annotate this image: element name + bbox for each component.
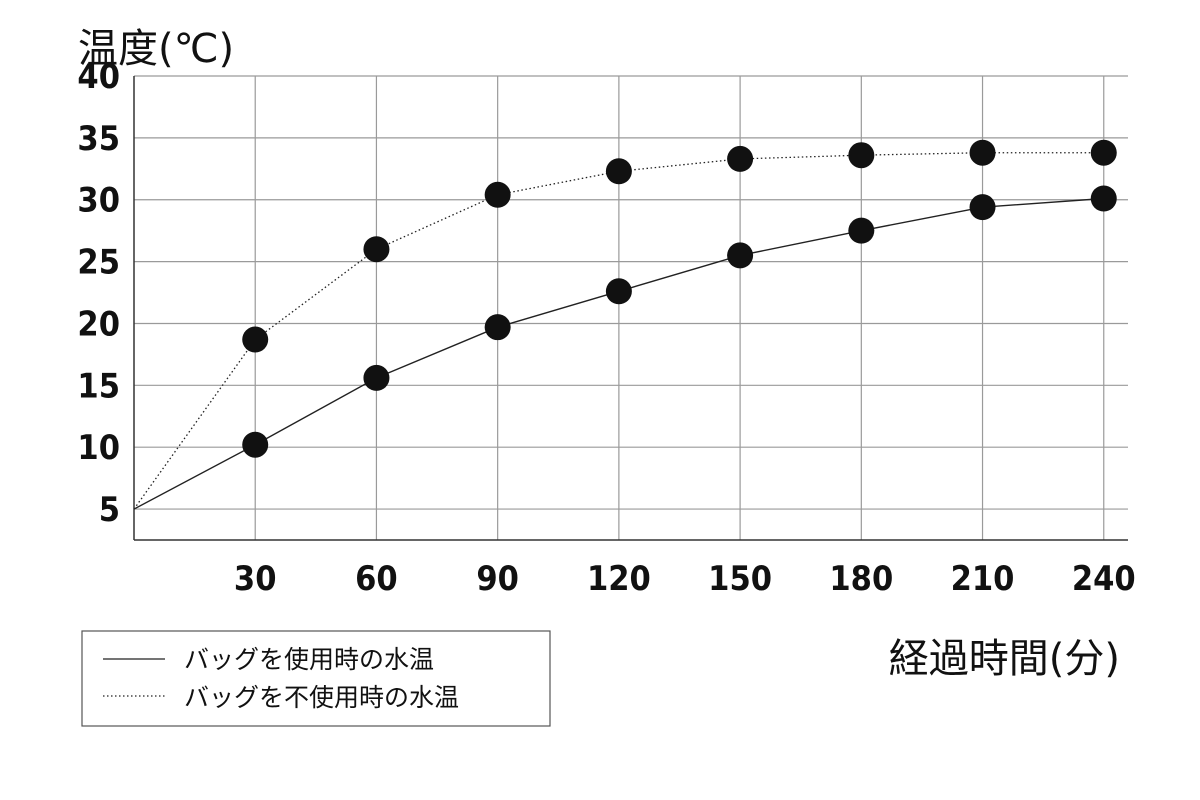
legend-label-with-bag: バッグを使用時の水温 bbox=[184, 645, 434, 674]
data-point-with-bag bbox=[1090, 185, 1117, 212]
y-axis-label: 温度(℃) bbox=[78, 26, 234, 72]
x-tick-label: 120 bbox=[587, 559, 651, 599]
x-tick-labels: 30 60 90 120 150 180 210 240 bbox=[234, 559, 1136, 599]
data-point-with-bag bbox=[363, 364, 390, 391]
y-tick-label: 30 bbox=[77, 181, 120, 221]
data-point-with-bag bbox=[484, 314, 511, 341]
legend: バッグを使用時の水温 バッグを不使用時の水温 bbox=[81, 630, 551, 727]
y-tick-label: 20 bbox=[77, 304, 120, 344]
data-point-without-bag bbox=[363, 236, 390, 263]
data-point-without-bag bbox=[969, 139, 996, 166]
x-tick-label: 240 bbox=[1072, 559, 1136, 599]
data-point-with-bag bbox=[969, 194, 996, 221]
data-point-with-bag bbox=[605, 278, 632, 305]
data-point-with-bag bbox=[242, 431, 269, 458]
data-point-without-bag bbox=[242, 326, 269, 353]
x-tick-label: 210 bbox=[951, 559, 1015, 599]
x-tick-label: 90 bbox=[476, 559, 519, 599]
data-point-without-bag bbox=[727, 145, 754, 172]
data-point-with-bag bbox=[848, 217, 875, 244]
x-tick-label: 30 bbox=[234, 559, 277, 599]
x-tick-label: 150 bbox=[708, 559, 772, 599]
axes bbox=[133, 76, 1128, 541]
y-tick-label: 40 bbox=[77, 57, 120, 97]
series bbox=[133, 139, 1117, 510]
x-tick-label: 60 bbox=[355, 559, 398, 599]
y-tick-label: 15 bbox=[77, 366, 120, 406]
legend-label-without-bag: バッグを不使用時の水温 bbox=[184, 683, 459, 712]
y-tick-label: 25 bbox=[77, 243, 120, 283]
data-point-without-bag bbox=[848, 142, 875, 169]
data-point-without-bag bbox=[1090, 139, 1117, 166]
y-tick-label: 5 bbox=[99, 490, 120, 530]
y-tick-label: 10 bbox=[77, 428, 120, 468]
y-tick-label: 35 bbox=[77, 119, 120, 159]
grid bbox=[134, 75, 1128, 540]
data-point-without-bag bbox=[605, 158, 632, 185]
data-point-with-bag bbox=[727, 242, 754, 269]
x-tick-label: 180 bbox=[829, 559, 893, 599]
data-point-without-bag bbox=[484, 181, 511, 208]
legend-box bbox=[81, 630, 551, 727]
y-tick-labels: 5 10 15 20 25 30 35 40 bbox=[77, 57, 120, 530]
x-axis-label: 経過時間(分) bbox=[889, 636, 1120, 682]
